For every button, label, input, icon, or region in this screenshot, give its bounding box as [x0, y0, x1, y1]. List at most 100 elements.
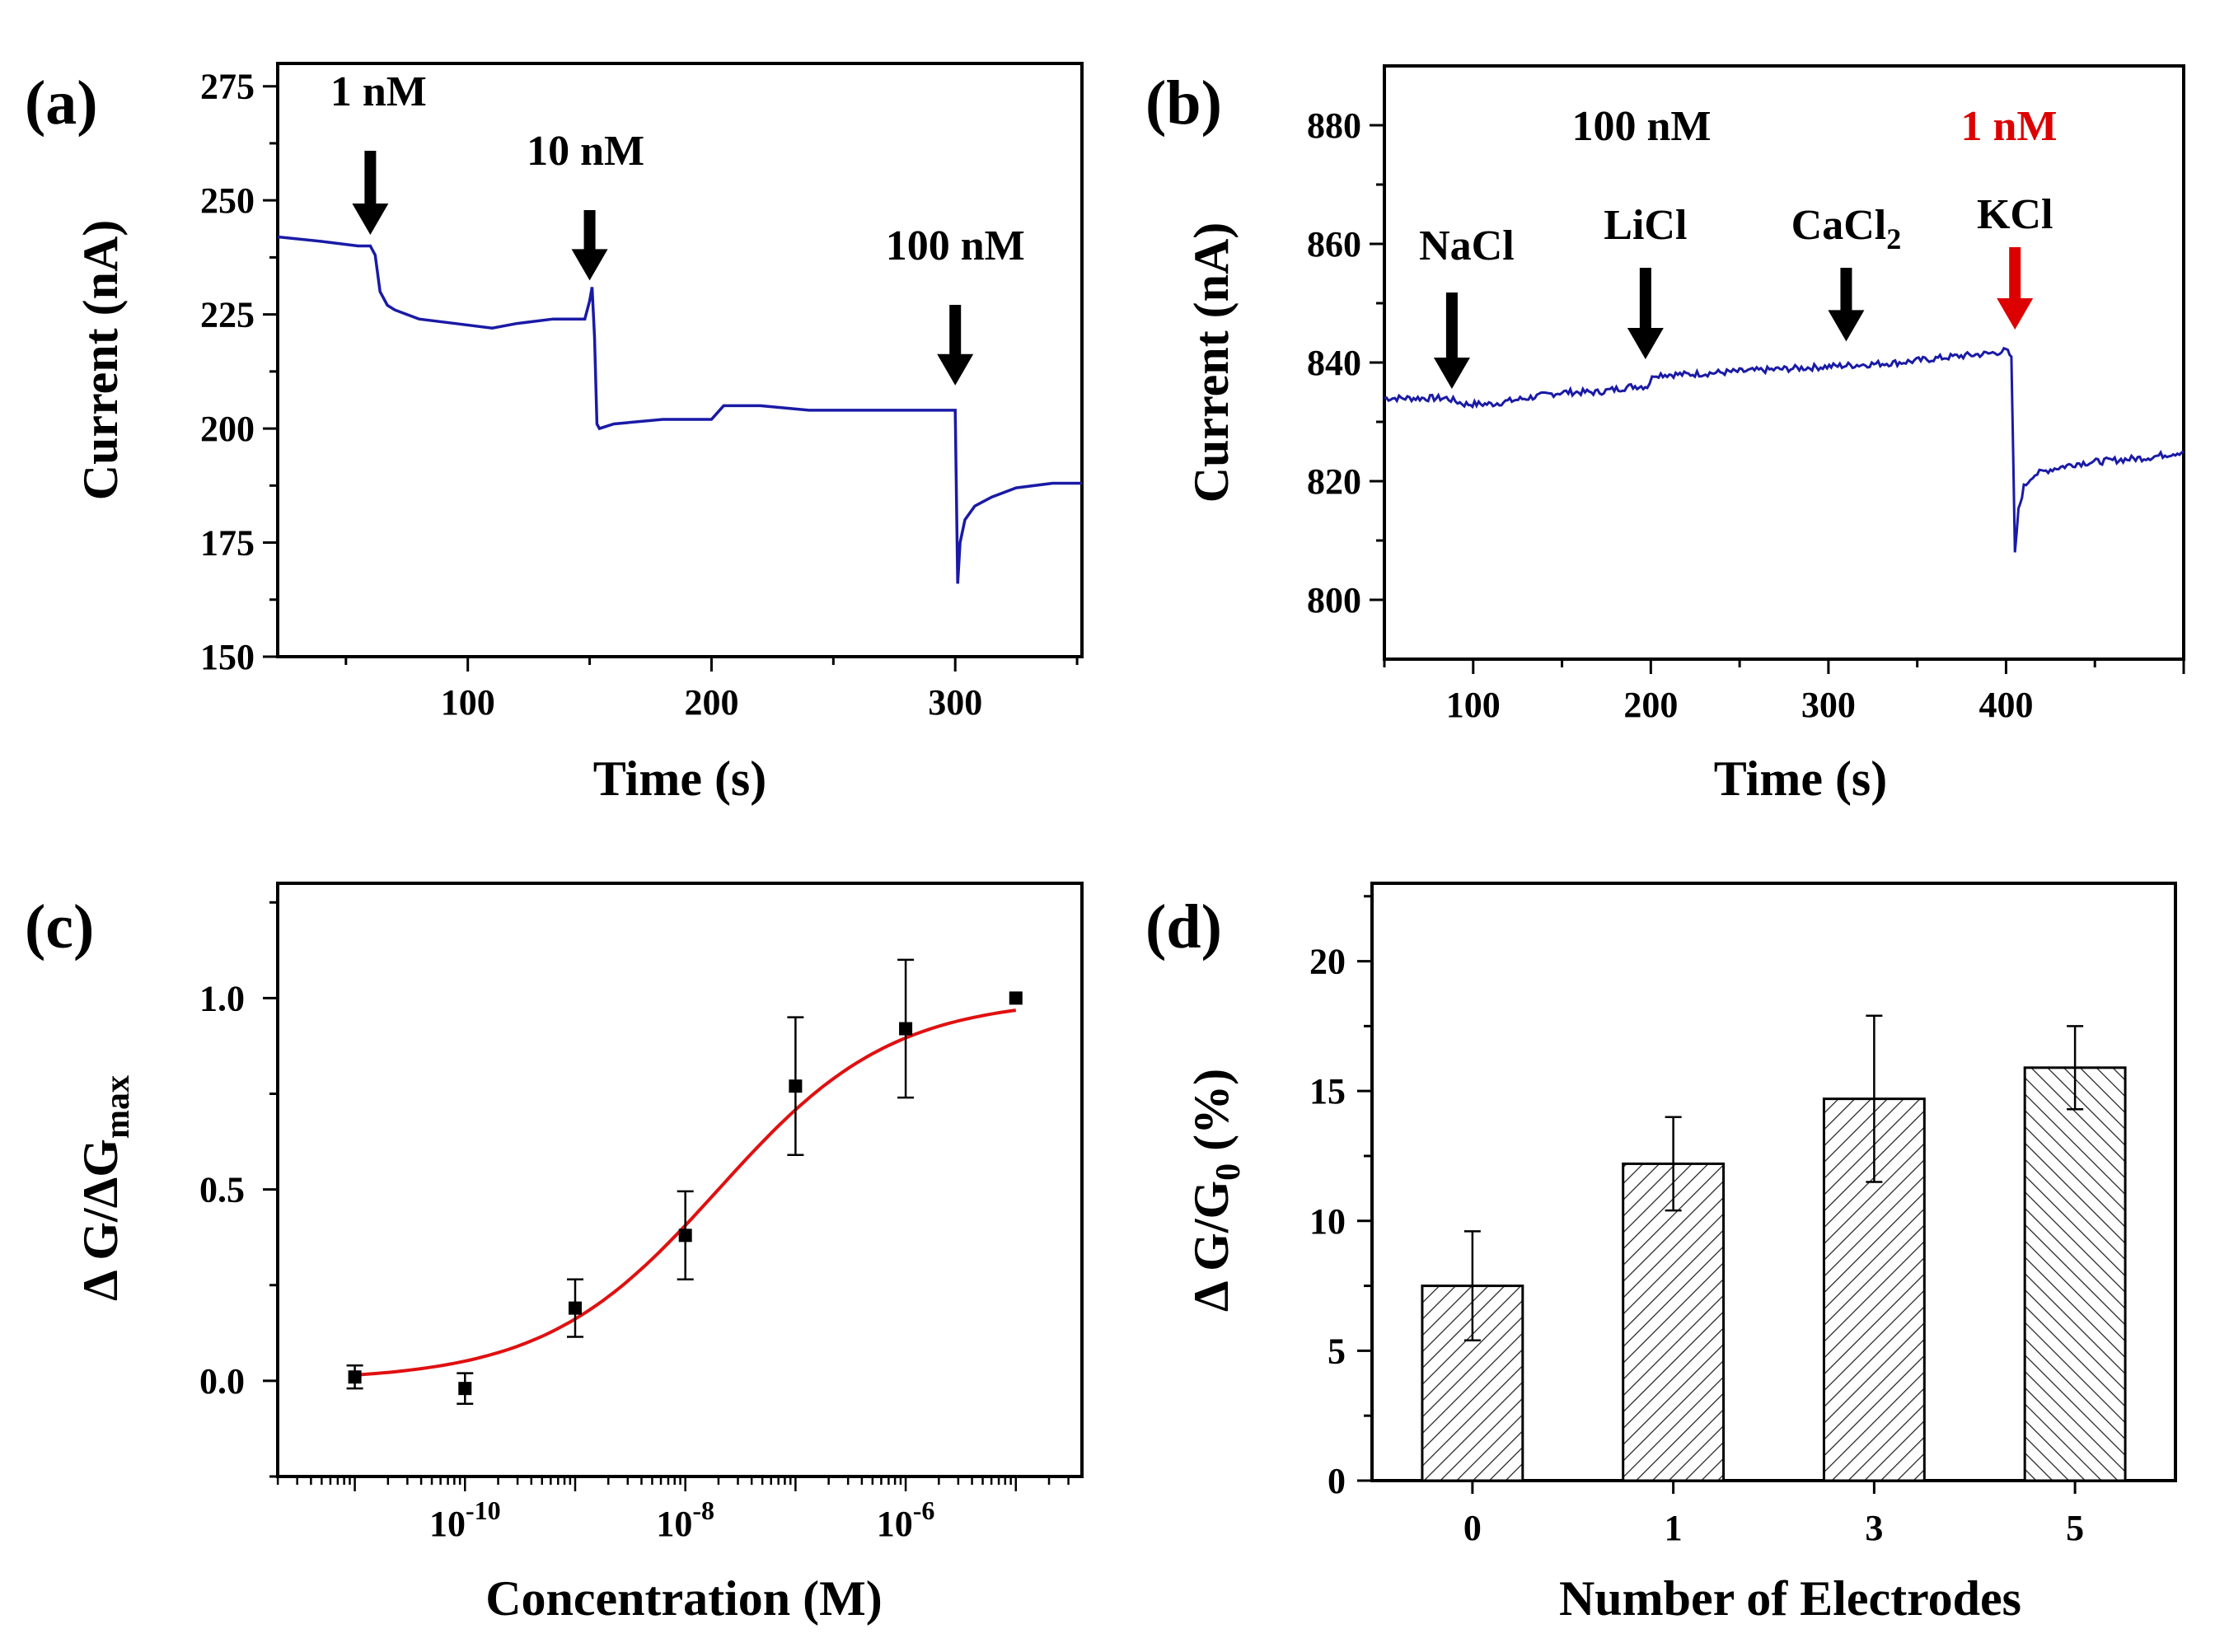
- a-arrow-shaft: [949, 305, 962, 358]
- d-y-axis-title-suffix: (%): [1184, 1069, 1239, 1163]
- d-x-tick-label: 5: [2066, 1508, 2084, 1548]
- panel-b: 100 200 300 400 800 820 840 860 880 NaCl LiCl CaCl2…: [1145, 64, 2185, 806]
- b-arrow: [1433, 292, 1470, 389]
- b-group-label: 1 nM: [1961, 103, 2058, 150]
- c-x-tick-label: 10-6: [877, 1495, 935, 1544]
- a-y-tick-label: 250: [200, 180, 255, 221]
- d-x-axis-title: Number of Electrodes: [1559, 1571, 2021, 1626]
- b-x-axis-title: Time (s): [1714, 751, 1888, 806]
- a-plot-frame: [276, 62, 1084, 658]
- c-y-axis-title-subscript: max: [99, 1075, 137, 1139]
- b-x-tick-label: 300: [1801, 685, 1856, 725]
- a-arrow: [937, 305, 974, 386]
- c-data-point: [458, 1382, 472, 1396]
- a-y-tick-label: 150: [200, 637, 255, 677]
- d-y-tick-label: 15: [1309, 1071, 1346, 1111]
- a-x-tick-label: 100: [441, 682, 495, 723]
- c-panel-label: (c): [25, 892, 94, 962]
- b-y-tick-label: 820: [1307, 461, 1361, 502]
- a-arrow-head: [571, 249, 608, 281]
- d-x-tick-label: 0: [1463, 1508, 1482, 1548]
- c-x-tick-exponent: -6: [913, 1495, 935, 1525]
- a-y-tick-label: 225: [200, 295, 255, 335]
- a-annotation-label: 1 nM: [330, 68, 427, 115]
- b-y-tick-label: 840: [1307, 343, 1361, 383]
- c-y-tick-label: 1.0: [199, 978, 245, 1018]
- a-annotation-label: 100 nM: [886, 222, 1025, 269]
- d-x-tick-label: 1: [1665, 1508, 1683, 1548]
- b-y-axis-title: Current (nA): [1184, 222, 1239, 503]
- c-data-point: [899, 1022, 913, 1036]
- d-y-tick-label: 0: [1328, 1461, 1346, 1501]
- b-x-tick-label: 200: [1623, 685, 1678, 725]
- c-plot-frame: [276, 882, 1084, 1478]
- panel-a: 100 200 300 150 175 200 225 250 275 1 nM 10 nM 100 …: [25, 62, 1084, 806]
- d-plot-frame: [1370, 882, 2177, 1482]
- b-x-tick-label: 400: [1979, 685, 2033, 725]
- d-y-axis-title-subscript: 0: [1210, 1163, 1248, 1181]
- b-arrow-head: [1997, 298, 2034, 330]
- a-series-line: [277, 235, 1082, 584]
- b-arrow-shaft: [1639, 268, 1651, 331]
- d-y-tick-label: 20: [1309, 942, 1346, 982]
- d-bar: [2023, 1066, 2127, 1482]
- a-arrow: [352, 151, 389, 235]
- b-panel-label: (b): [1145, 68, 1222, 138]
- b-arrow-head: [1828, 310, 1865, 342]
- a-arrow-head: [352, 204, 389, 235]
- d-bar: [1622, 1162, 1726, 1482]
- c-data-point: [678, 1228, 692, 1243]
- b-arrow-head: [1433, 358, 1470, 389]
- b-annotation-label: NaCl: [1419, 222, 1515, 269]
- b-arrow-head: [1627, 328, 1664, 359]
- panel-c: 10-10 10-8 10-6 0.0 0.5 1.0 Concentration (M) Δ…: [25, 882, 1084, 1626]
- a-arrow: [571, 210, 608, 281]
- b-arrow: [1627, 268, 1664, 359]
- a-arrow-shaft: [583, 210, 596, 253]
- c-y-tick-label: 0.5: [199, 1170, 245, 1210]
- b-plot-frame: [1383, 64, 2185, 661]
- c-x-axis-title: Concentration (M): [485, 1571, 883, 1626]
- c-data-point: [789, 1079, 803, 1093]
- d-panel-label: (d): [1145, 892, 1222, 962]
- c-data-point: [348, 1370, 362, 1384]
- a-panel-label: (a): [25, 68, 98, 138]
- a-annotation-label: 10 nM: [527, 128, 644, 175]
- c-x-tick-exponent: -8: [692, 1495, 714, 1525]
- b-annotation-label: LiCl: [1604, 202, 1687, 249]
- d-x-tick-label: 3: [1865, 1508, 1883, 1548]
- b-series-line: [1384, 346, 2185, 553]
- a-y-axis-title: Current (nA): [73, 220, 128, 501]
- b-arrow: [1997, 247, 2034, 330]
- a-y-tick-label: 275: [200, 67, 255, 107]
- a-arrow-shaft: [364, 151, 377, 207]
- b-y-tick-label: 800: [1307, 580, 1361, 620]
- b-annotation-subscript: 2: [1886, 222, 1901, 255]
- c-data-point: [1009, 991, 1023, 1005]
- b-group-label: 100 nM: [1572, 103, 1712, 150]
- a-y-tick-label: 200: [200, 409, 255, 449]
- a-x-tick-label: 300: [928, 682, 982, 723]
- a-arrow-head: [937, 353, 974, 386]
- c-y-axis-title: Δ G/ΔGmax: [73, 1075, 137, 1301]
- b-x-tick-label: 100: [1446, 685, 1501, 725]
- b-y-tick-label: 880: [1307, 105, 1361, 146]
- a-y-tick-label: 175: [200, 523, 255, 564]
- b-annotation-label: CaCl2: [1791, 202, 1902, 255]
- c-data-point: [568, 1301, 582, 1315]
- a-x-tick-label: 200: [684, 682, 738, 723]
- b-arrow-shaft: [1840, 268, 1852, 314]
- c-y-tick-label: 0.0: [199, 1361, 245, 1402]
- b-arrow: [1828, 268, 1865, 342]
- panel-d: 0 5 10 15 20 0 1 3 5 Number of Electrodes Δ G/G0 (…: [1145, 882, 2177, 1626]
- b-y-tick-label: 860: [1307, 224, 1361, 264]
- a-x-axis-title: Time (s): [593, 751, 767, 806]
- b-annotation-label: KCl: [1977, 191, 2053, 238]
- d-y-tick-label: 10: [1309, 1201, 1346, 1242]
- c-x-tick-exponent: -10: [466, 1495, 501, 1525]
- c-x-tick-label: 10-10: [429, 1495, 501, 1544]
- c-x-tick-label: 10-8: [656, 1495, 714, 1544]
- d-y-tick-label: 5: [1328, 1331, 1346, 1371]
- d-y-axis-title: Δ G/G0 (%): [1184, 1069, 1248, 1312]
